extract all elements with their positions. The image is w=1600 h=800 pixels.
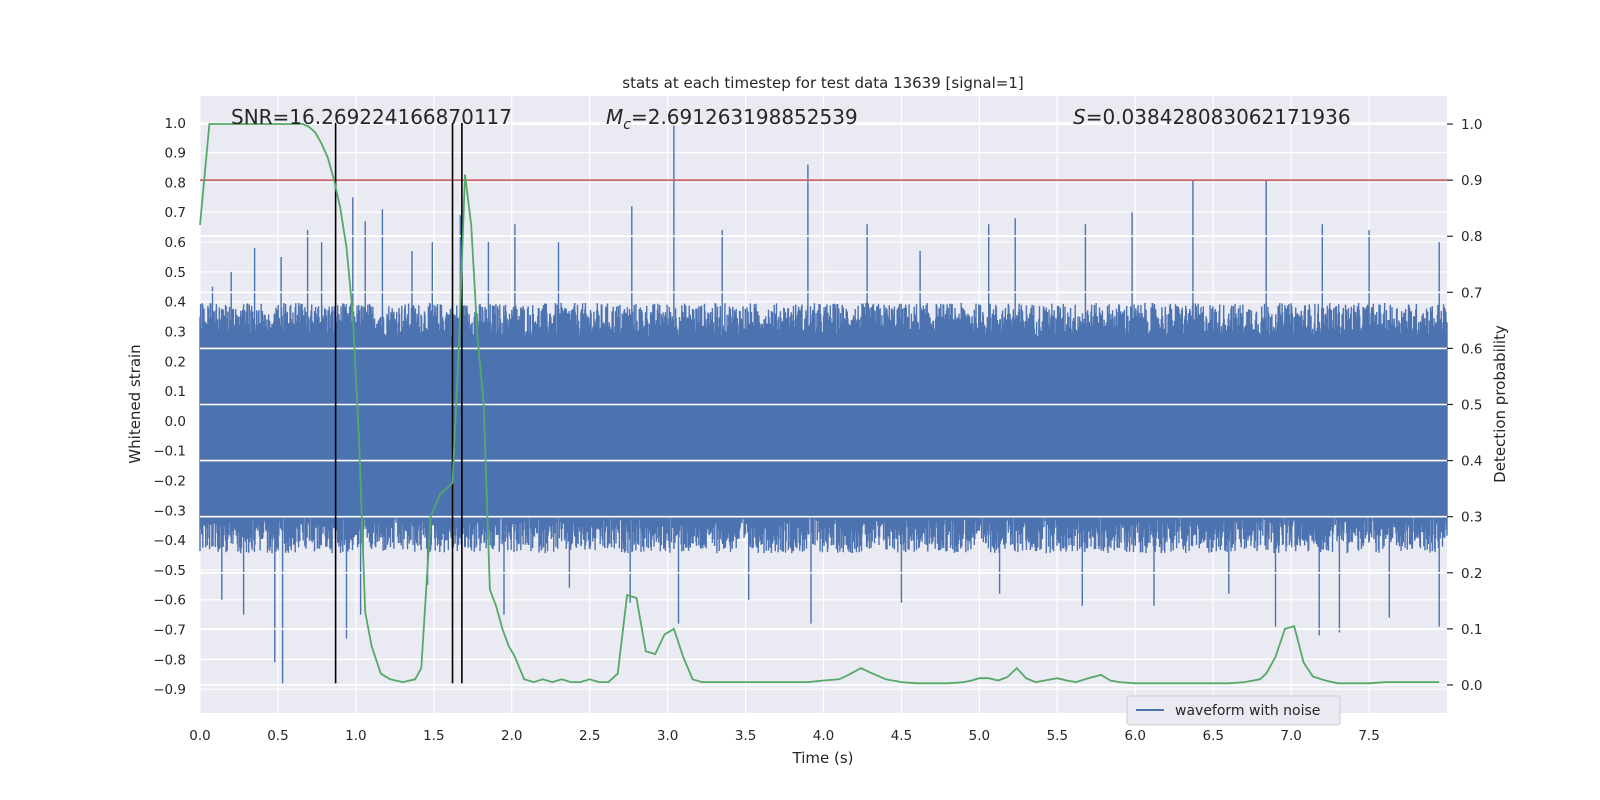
y-tick-label: 0.5 [165, 265, 186, 281]
chirp-mass-value: =2.691263198852539 [631, 105, 858, 129]
x-tick-label: 4.5 [891, 728, 912, 744]
chart-title: stats at each timestep for test data 136… [622, 74, 1023, 92]
axes: 1.0 0.9 0.8 0.7 0.6 0.5 0.4 0.3 0.2 0.1 0.0 −0.1 −0.… [153, 116, 1482, 744]
y-tick-label: 0.3 [165, 324, 186, 340]
y-right-tick-label: 0.0 [1461, 678, 1482, 694]
x-axis-label: Time (s) [792, 749, 854, 767]
x-tick-label: 4.0 [813, 728, 834, 744]
x-tick-label: 5.0 [969, 728, 990, 744]
chirp-mass-subscript: c [623, 117, 631, 133]
chirp-mass-annotation: Mc=2.691263198852539 [606, 105, 858, 133]
x-tick-label: 6.0 [1125, 728, 1146, 744]
s-value: =0.038428083062171936 [1086, 105, 1351, 129]
y-tick-label: 1.0 [165, 116, 186, 132]
y-right-tick-label: 0.2 [1461, 566, 1482, 582]
x-tick-label: 3.5 [735, 728, 756, 744]
y-tick-label: −0.4 [153, 533, 186, 549]
x-tick-label: 6.5 [1202, 728, 1223, 744]
y-axis-label: Whitened strain [126, 344, 144, 463]
y-right-tick-label: 0.5 [1461, 398, 1482, 414]
y-right-tick-label: 0.6 [1461, 341, 1482, 357]
y-tick-label: −0.3 [153, 503, 186, 519]
x-tick-label: 2.5 [579, 728, 600, 744]
y-tick-label: 0.1 [165, 384, 186, 400]
x-tick-label: 7.5 [1358, 728, 1379, 744]
y-tick-label: 0.7 [165, 205, 186, 221]
y-right-tick-label: 0.4 [1461, 454, 1482, 470]
s-annotation: S=0.038428083062171936 [1073, 105, 1351, 129]
y-right-tick-label: 0.9 [1461, 173, 1482, 189]
x-tick-label: 0.5 [267, 728, 288, 744]
threshold-line [200, 123, 1447, 686]
vertical-markers [334, 122, 463, 684]
legend: waveform with noise [1126, 695, 1341, 726]
y-tick-label: −0.2 [153, 474, 186, 490]
y-tick-label: 0.2 [165, 354, 186, 370]
y-right-tick-label: 0.3 [1461, 510, 1482, 526]
y-tick-label: 0.8 [165, 175, 186, 191]
y-right-tick-label: 0.1 [1461, 622, 1482, 638]
legend-box [1126, 695, 1341, 726]
y-tick-label: −0.9 [153, 682, 186, 698]
x-tick-label: 1.5 [423, 728, 444, 744]
y-tick-label: −0.7 [153, 623, 186, 639]
y-tick-label: 0.0 [165, 414, 186, 430]
y-tick-label: −0.6 [153, 593, 186, 609]
y-tick-label: 0.4 [165, 295, 186, 311]
x-tick-label: 2.0 [501, 728, 522, 744]
y-right-tick-label: 1.0 [1461, 117, 1482, 133]
s-symbol: S [1073, 105, 1086, 129]
probability-line [199, 123, 1440, 685]
x-tick-label: 5.5 [1047, 728, 1068, 744]
probability-series [199, 123, 1440, 685]
y-tick-label: 0.9 [165, 146, 186, 162]
snr-annotation: SNR=16.269224166870117 [231, 105, 512, 129]
x-tick-label: 3.0 [657, 728, 678, 744]
y-right-tick-label: 0.7 [1461, 285, 1482, 301]
y-tick-label: −0.1 [153, 444, 186, 460]
y-right-axis-label: Detection probability [1491, 325, 1509, 483]
y-tick-label: −0.5 [153, 563, 186, 579]
chirp-mass-symbol: M [606, 105, 623, 129]
legend-label-waveform: waveform with noise [1175, 703, 1320, 719]
x-tick-label: 7.0 [1280, 728, 1301, 744]
x-tick-label: 1.0 [345, 728, 366, 744]
y-tick-label: −0.8 [153, 652, 186, 668]
y-tick-label: 0.6 [165, 235, 186, 251]
y-right-tick-label: 0.8 [1461, 229, 1482, 245]
x-tick-label: 0.0 [189, 728, 210, 744]
